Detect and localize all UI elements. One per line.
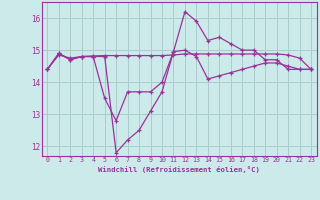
X-axis label: Windchill (Refroidissement éolien,°C): Windchill (Refroidissement éolien,°C) xyxy=(98,166,260,173)
